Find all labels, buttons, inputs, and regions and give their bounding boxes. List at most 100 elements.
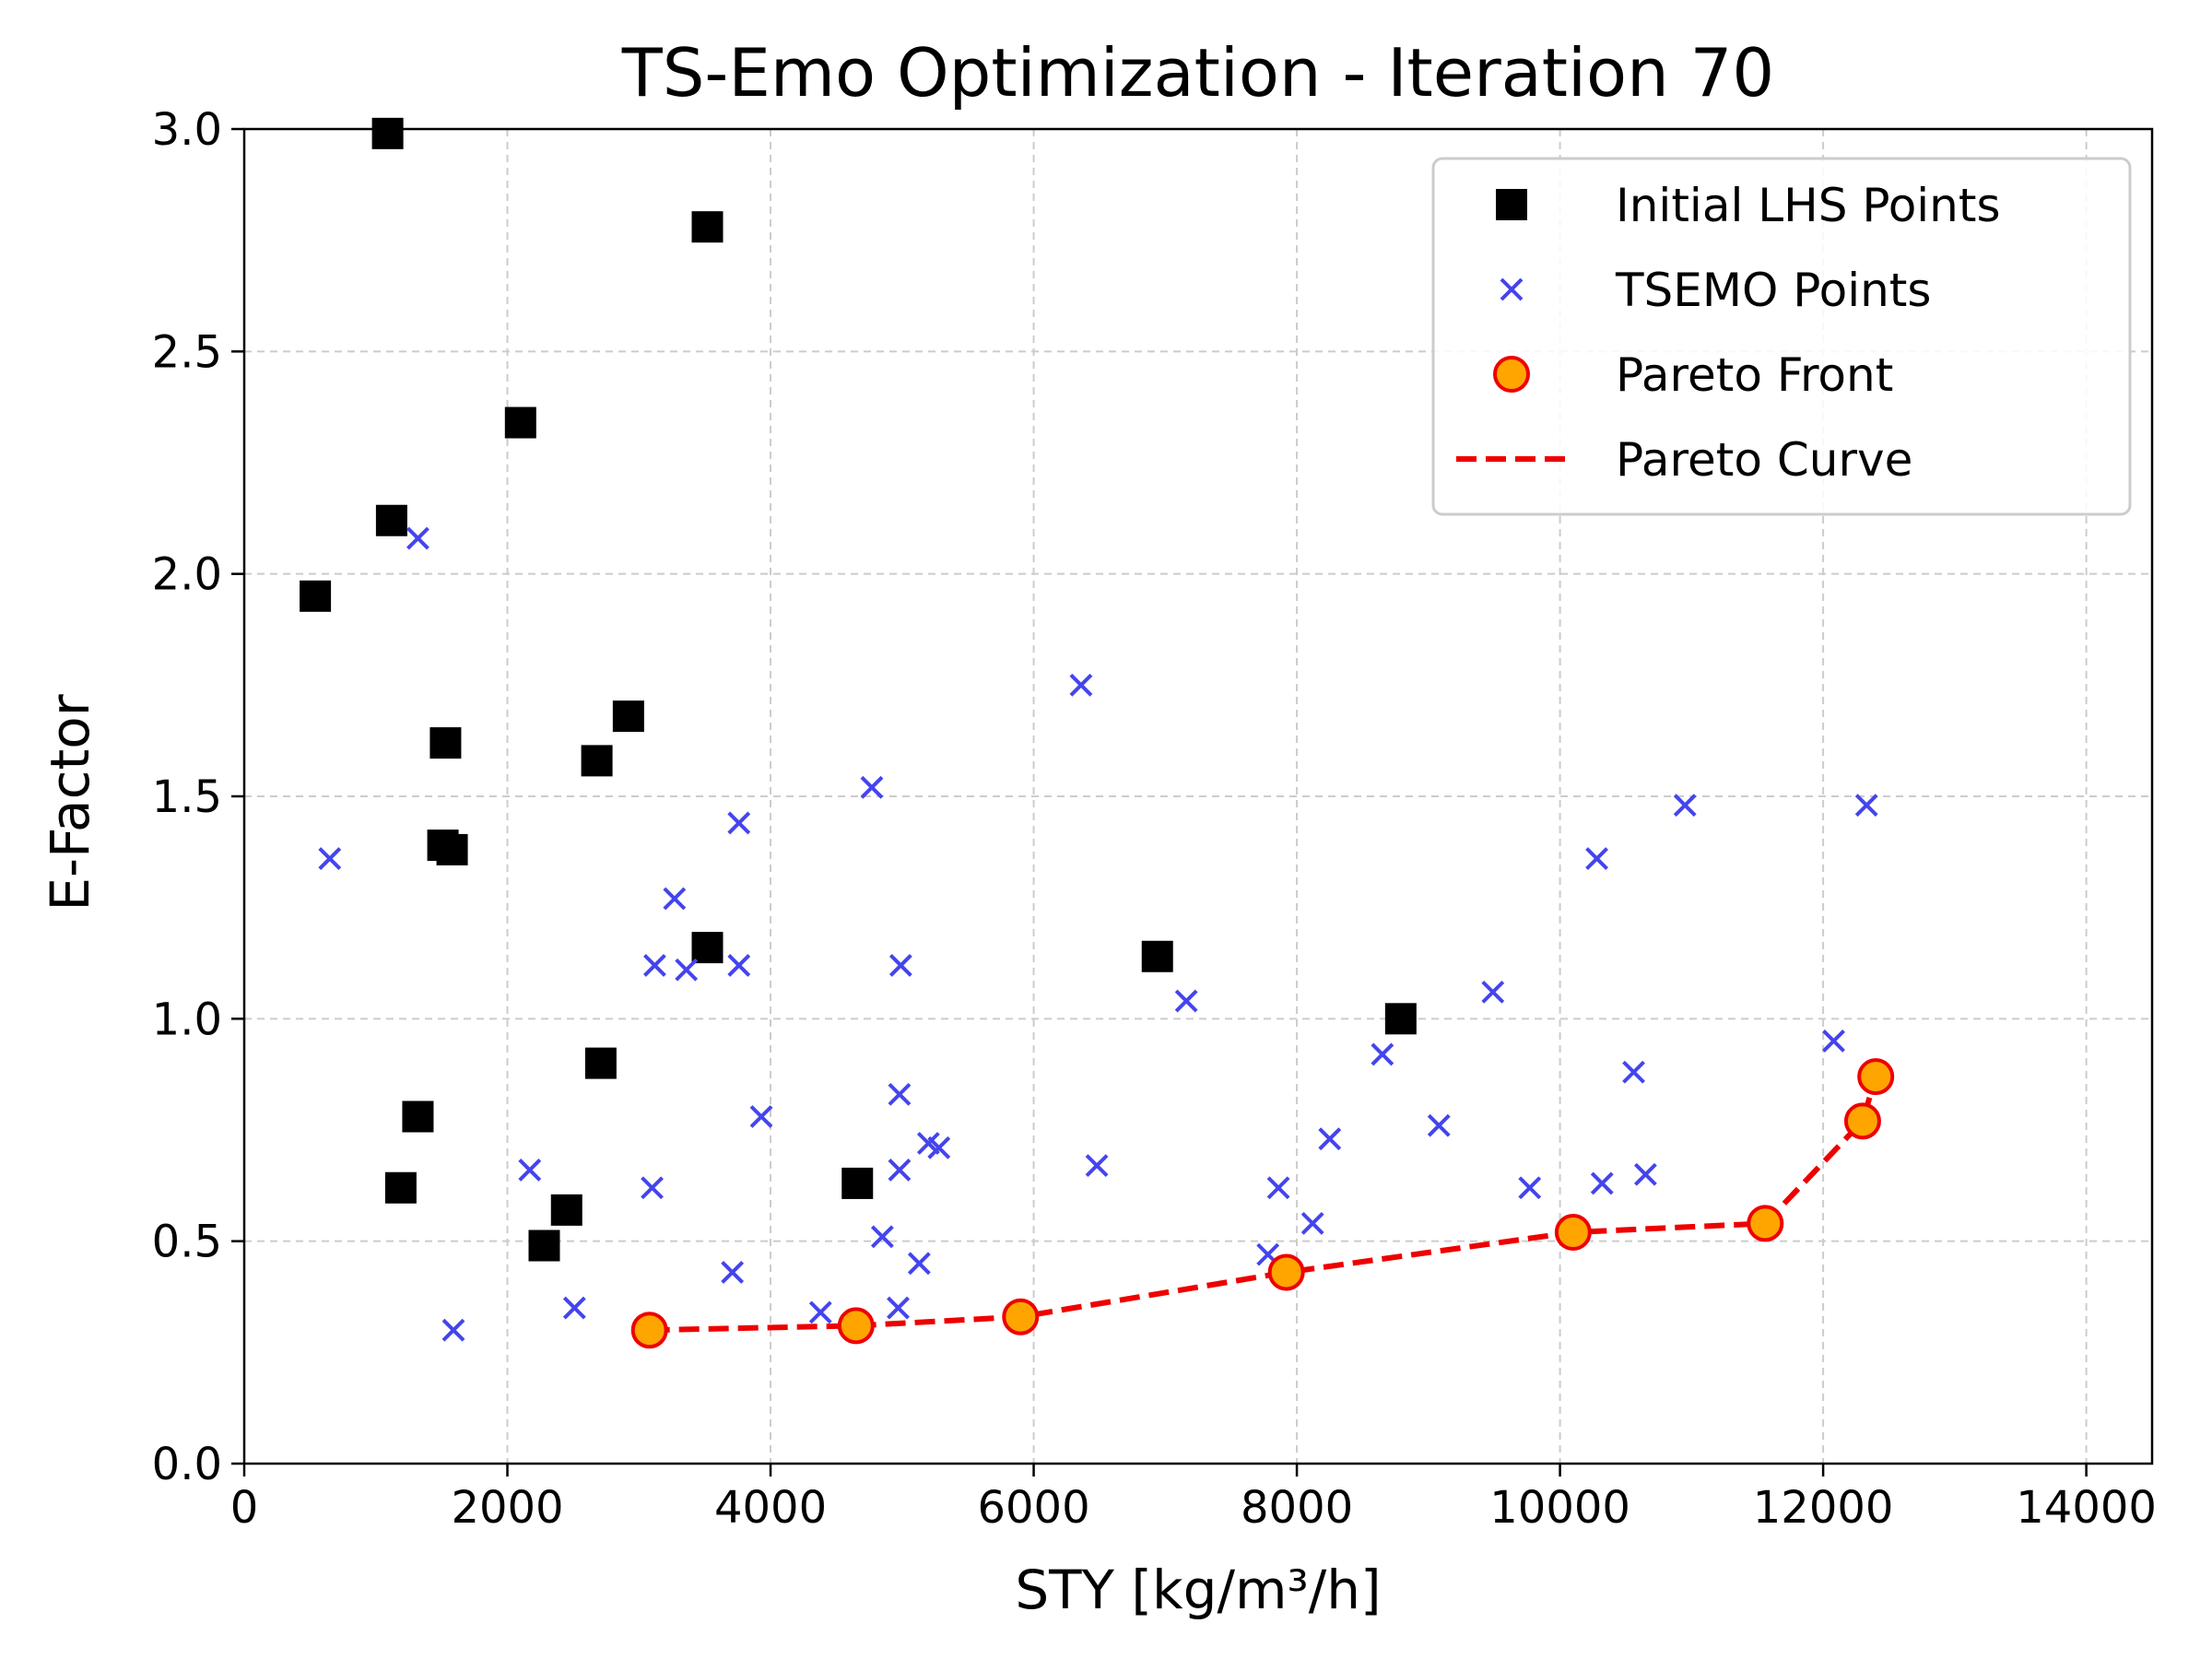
- tsemo-point: [1318, 1127, 1342, 1151]
- initial-lhs-point: [691, 211, 724, 243]
- x-mark-stroke: [1069, 673, 1093, 697]
- x-mark-stroke: [663, 887, 687, 911]
- x-mark-stroke: [1822, 1030, 1845, 1053]
- pareto-front-point: [1002, 1298, 1040, 1335]
- x-tick-label: 14000: [2016, 1482, 2157, 1534]
- x-mark-stroke: [642, 953, 666, 977]
- x-mark-stroke: [727, 953, 751, 977]
- tsemo-point: [1174, 989, 1198, 1013]
- initial-lhs-point: [371, 117, 404, 149]
- x-mark-stroke: [870, 1225, 894, 1249]
- x-mark-stroke: [406, 526, 429, 550]
- tsemo-point: [1518, 1176, 1542, 1200]
- x-mark-stroke: [749, 1105, 773, 1128]
- pareto-front-point: [837, 1307, 875, 1345]
- initial-lhs-point: [504, 406, 536, 439]
- initial-lhs-point: [1384, 1003, 1417, 1035]
- pareto-front-point: [630, 1312, 668, 1349]
- pareto-front-point: [1267, 1253, 1305, 1291]
- tsemo-point: [562, 1296, 586, 1320]
- x-tick-label: 6000: [977, 1482, 1089, 1534]
- tsemo-point: [808, 1300, 832, 1324]
- initial-lhs-point: [584, 1047, 617, 1079]
- legend-label: Initial LHS Points: [1616, 179, 2001, 232]
- x-tick-label: 0: [230, 1482, 259, 1534]
- x-mark-stroke: [441, 1318, 465, 1342]
- tsemo-point: [1069, 673, 1093, 697]
- x-tick-label: 2000: [451, 1482, 563, 1534]
- x-axis-title: STY [kg/m³/h]: [1015, 1559, 1381, 1621]
- legend: Initial LHS Points TSEMO Points Pareto Fro…: [1431, 157, 2132, 516]
- x-mark-stroke: [1300, 1211, 1324, 1235]
- initial-lhs-point: [612, 700, 644, 733]
- x-mark-stroke: [1481, 980, 1505, 1004]
- tsemo-point: [888, 953, 912, 977]
- legend-marker-initial: [1496, 189, 1527, 220]
- y-tick-label: 0.0: [152, 1439, 222, 1490]
- x-mark-stroke: [1590, 1171, 1614, 1195]
- x-mark-stroke: [518, 1159, 542, 1182]
- x-mark-stroke: [1673, 794, 1697, 818]
- x-mark-stroke: [641, 1176, 664, 1200]
- initial-lhs-point: [436, 833, 468, 865]
- x-mark-stroke: [675, 958, 699, 982]
- initial-lhs-point: [384, 1171, 417, 1204]
- tsemo-point: [1622, 1060, 1645, 1084]
- initial-lhs-point: [581, 745, 613, 777]
- y-tick-label: 2.0: [152, 549, 222, 601]
- x-mark-stroke: [916, 1132, 940, 1155]
- x-mark-stroke: [1256, 1242, 1280, 1266]
- x-mark-stroke: [1266, 1176, 1290, 1200]
- legend-label: TSEMO Points: [1615, 264, 1931, 317]
- initial-lhs-point: [300, 580, 332, 612]
- tsemo-point: [749, 1105, 773, 1128]
- x-mark-stroke: [727, 811, 751, 835]
- pareto-front-point: [1554, 1214, 1592, 1252]
- chart-title: TS-Emo Optimization - Iteration 70: [621, 34, 1774, 112]
- x-mark-stroke: [1518, 1176, 1542, 1200]
- tsemo-point: [888, 1159, 912, 1182]
- tsemo-point: [642, 953, 666, 977]
- x-tick-label: 12000: [1753, 1482, 1894, 1534]
- tsemo-point: [318, 847, 342, 870]
- plot-series: [300, 117, 1895, 1349]
- tsemo-point: [1085, 1154, 1109, 1178]
- pareto-curve-line: [649, 1076, 1879, 1334]
- tsemo-point: [1633, 1162, 1657, 1186]
- tsemo-point: [441, 1318, 465, 1342]
- x-mark-stroke: [318, 847, 342, 870]
- tsemo-point: [887, 1296, 910, 1320]
- x-mark-stroke: [1427, 1113, 1451, 1137]
- tsemo-point: [727, 811, 751, 835]
- tsemo-point: [721, 1261, 745, 1284]
- y-tick-label: 1.0: [152, 994, 222, 1045]
- tsemo-point: [1371, 1042, 1394, 1066]
- x-mark-stroke: [888, 953, 912, 977]
- y-axis-title: E-Factor: [39, 694, 101, 911]
- tsemo-point: [1427, 1113, 1451, 1137]
- initial-lhs-point: [550, 1194, 582, 1226]
- initial-lhs-point: [528, 1230, 560, 1262]
- tsemo-point: [406, 526, 429, 550]
- x-mark-stroke: [927, 1135, 951, 1159]
- x-mark-stroke: [907, 1252, 931, 1276]
- tsemo-point: [1822, 1030, 1845, 1053]
- y-tick-label: 1.5: [152, 771, 222, 823]
- tsemo-point: [641, 1176, 664, 1200]
- legend-label: Pareto Front: [1616, 348, 1893, 402]
- x-mark-stroke: [1318, 1127, 1342, 1151]
- tsemo-point: [1854, 794, 1878, 818]
- x-mark-stroke: [1085, 1154, 1109, 1178]
- x-mark-stroke: [1371, 1042, 1394, 1066]
- pareto-front-point: [1857, 1058, 1895, 1096]
- legend-marker-tsemo: [1500, 277, 1524, 301]
- tsemo-point: [1585, 847, 1608, 870]
- tsemo-point: [907, 1252, 931, 1276]
- initial-lhs-point: [1141, 940, 1173, 972]
- tsemo-point: [675, 958, 699, 982]
- initial-lhs-point: [375, 504, 407, 536]
- tsemo-point: [1673, 794, 1697, 818]
- y-tick-label: 3.0: [152, 104, 222, 156]
- x-mark-stroke: [1500, 277, 1524, 301]
